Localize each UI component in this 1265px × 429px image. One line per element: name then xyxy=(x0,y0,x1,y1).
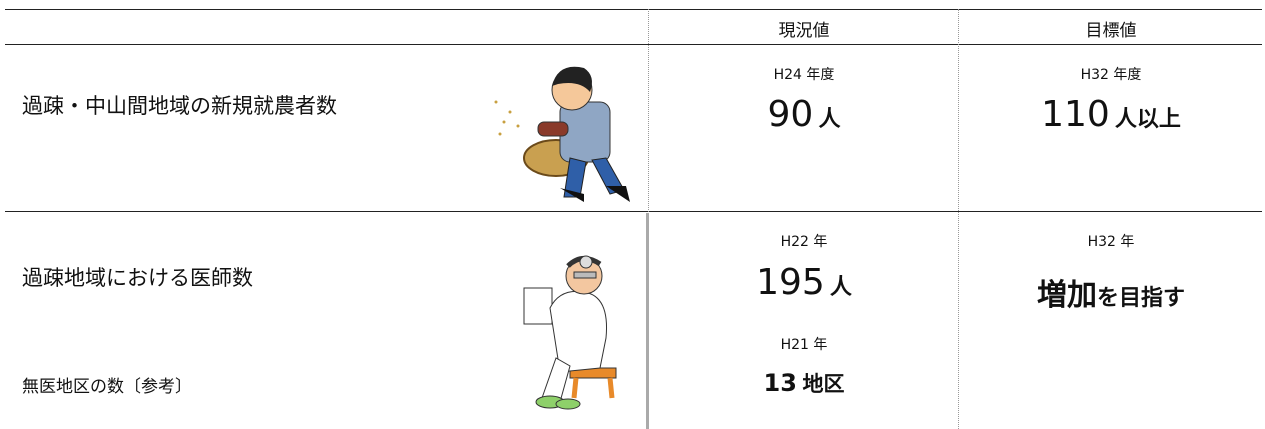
number: 90 xyxy=(767,94,814,135)
row-label: 無医地区の数〔参考〕 xyxy=(22,377,192,397)
farmer-illustration xyxy=(494,66,630,202)
divider xyxy=(646,213,649,429)
value: 増加を目指す xyxy=(960,270,1262,314)
row-label: 過疎・中山間地域の新規就農者数 xyxy=(22,94,337,118)
divider xyxy=(648,9,649,212)
divider xyxy=(958,9,959,429)
period: H32 年 xyxy=(1087,234,1135,250)
unit: 人 xyxy=(818,107,841,132)
column-header: 目標値 xyxy=(1085,21,1137,41)
value: 195 人 xyxy=(650,262,958,303)
doctor-illustration xyxy=(523,255,617,410)
number: 110 xyxy=(1041,94,1110,135)
unit: 人以上 xyxy=(1114,107,1181,132)
rule xyxy=(5,9,1262,10)
number: 195 xyxy=(756,262,825,303)
unit: 地区 xyxy=(802,372,845,396)
unit: 人 xyxy=(829,275,852,300)
row-label: 過疎地域における医師数 xyxy=(22,266,253,290)
rule xyxy=(5,211,1262,212)
value: 110 人以上 xyxy=(960,94,1262,135)
period: H24 年度 xyxy=(773,67,835,83)
period: H32 年度 xyxy=(1080,67,1142,83)
value: 13 地区 xyxy=(650,368,958,398)
number: 13 xyxy=(763,369,797,397)
period: H21 年 xyxy=(780,337,828,353)
emphasis: 増加 xyxy=(1036,278,1097,313)
period: H22 年 xyxy=(780,234,828,250)
value: 90 人 xyxy=(650,94,958,135)
column-header: 現況値 xyxy=(778,21,830,41)
text: を目指す xyxy=(1096,286,1185,311)
rule xyxy=(5,44,1262,45)
